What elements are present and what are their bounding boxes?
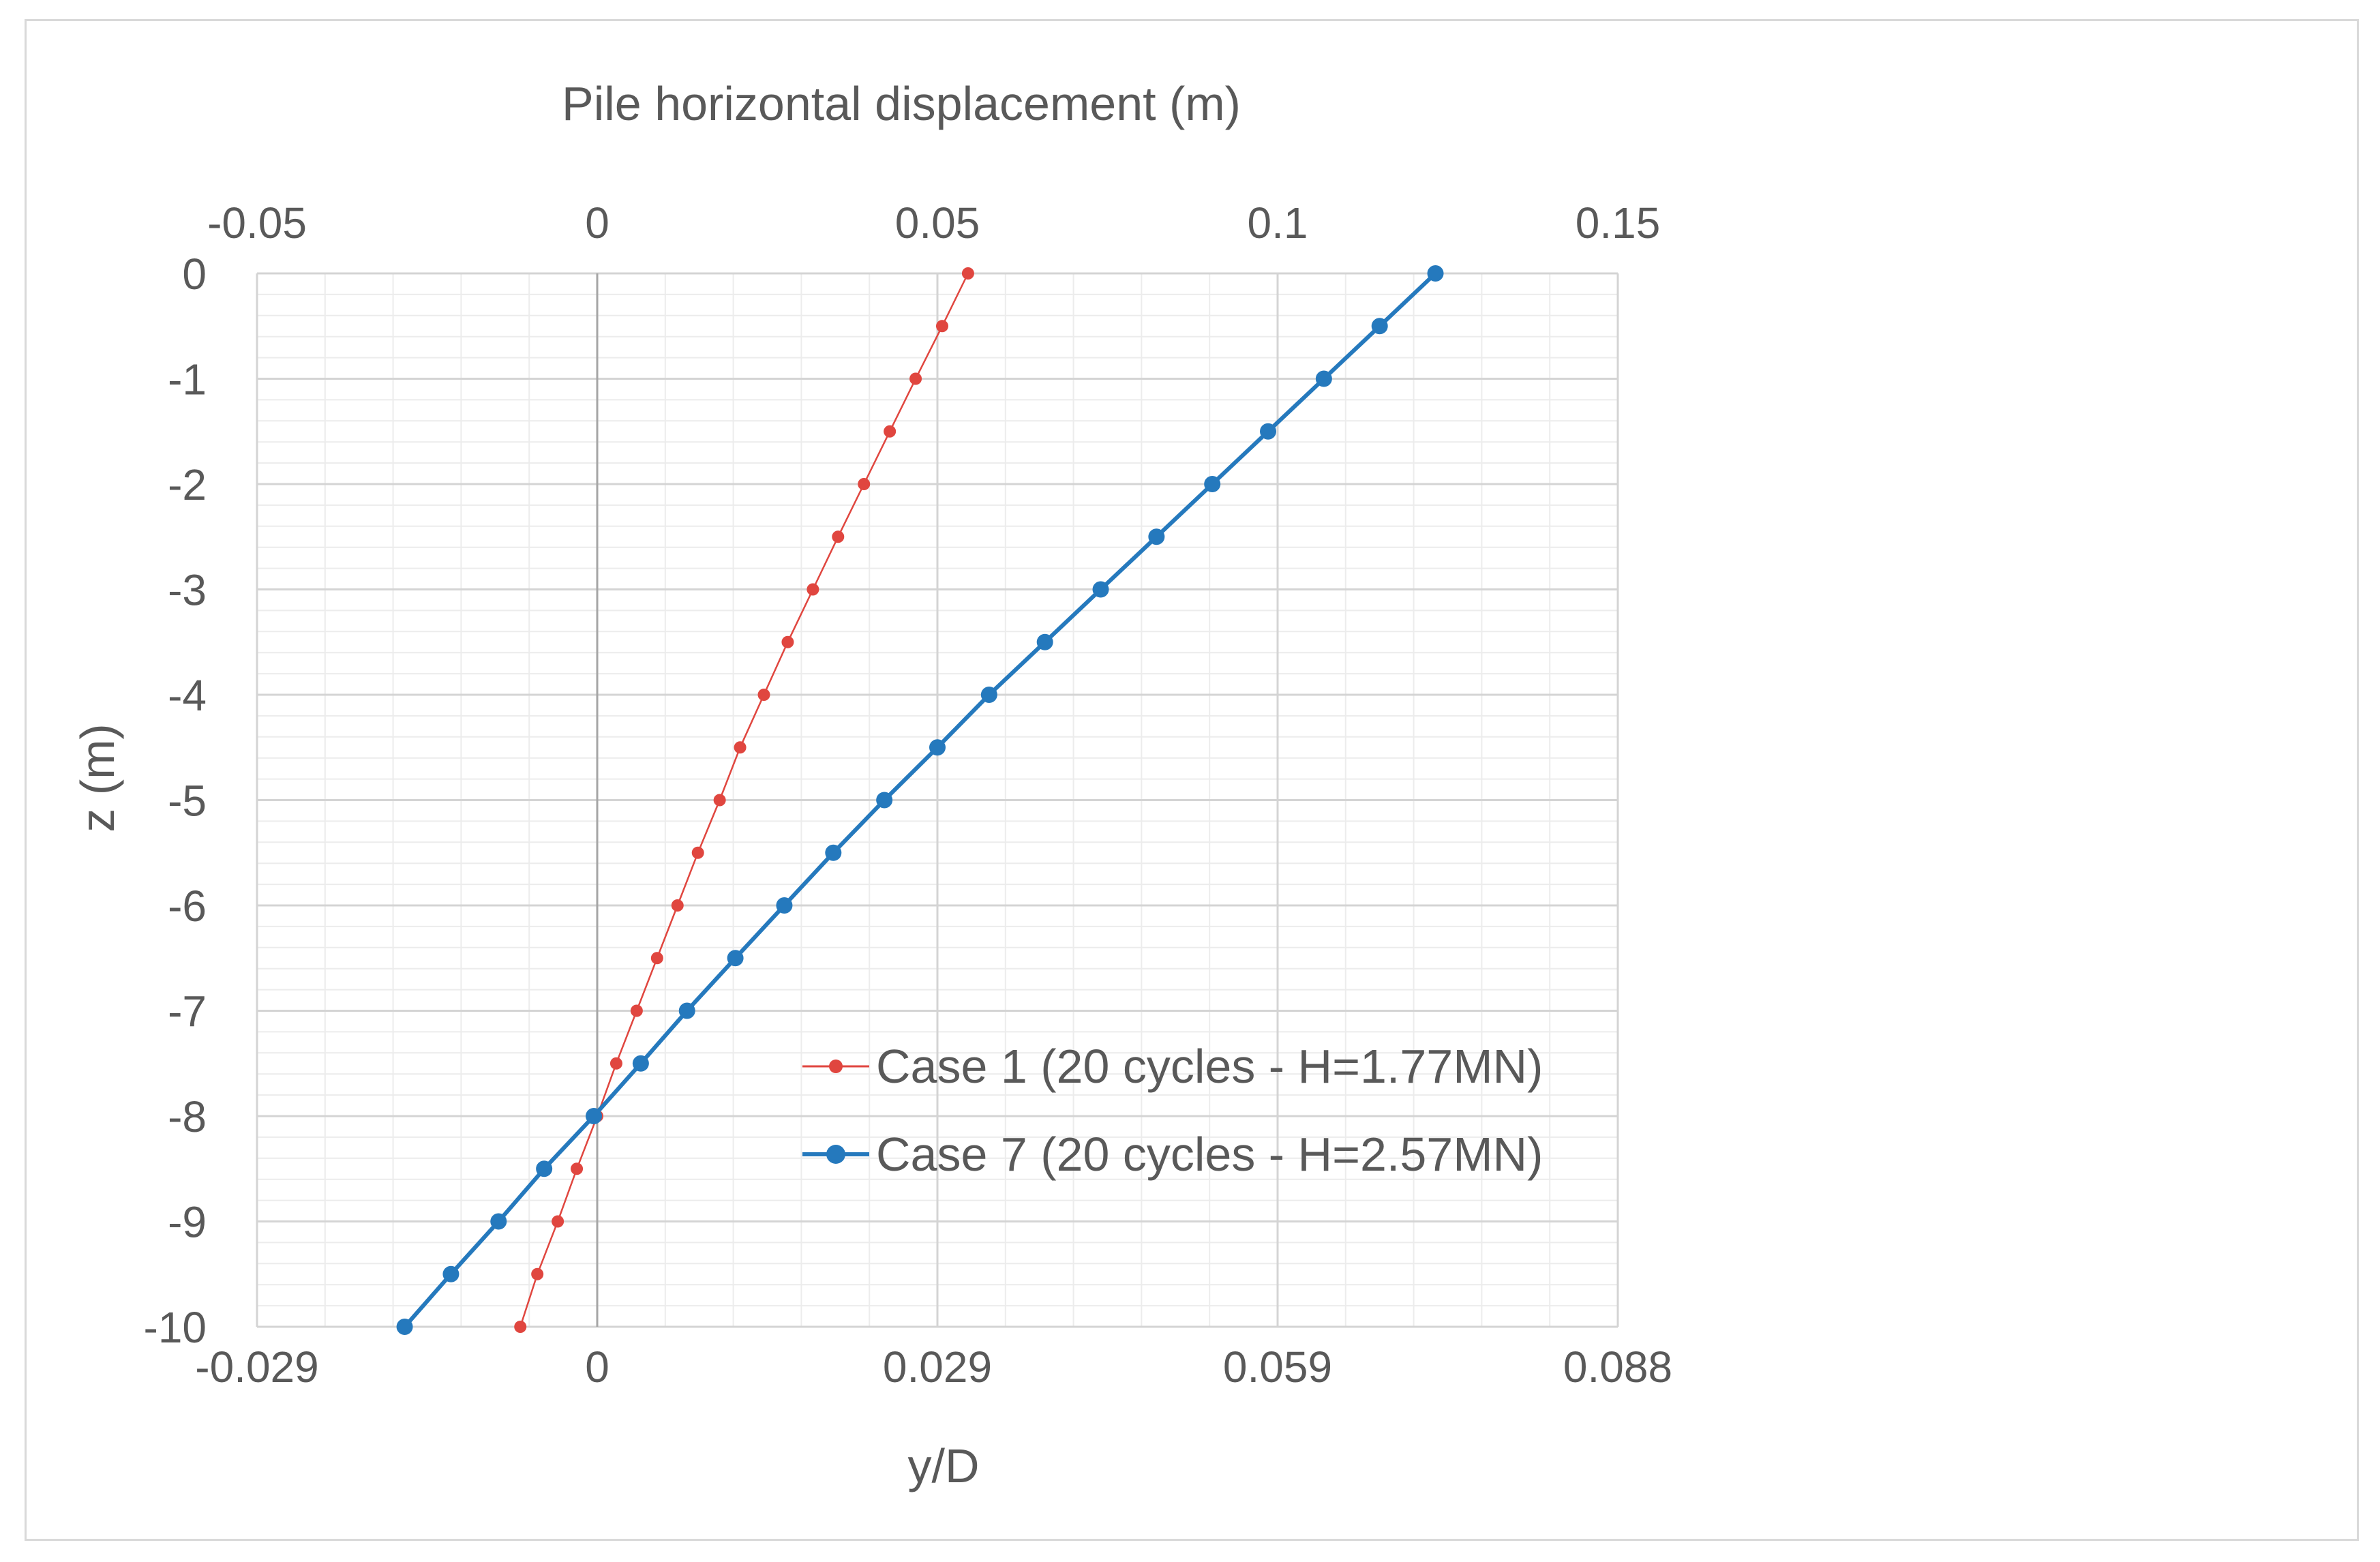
bottom-axis-title: y/D: [908, 1439, 980, 1492]
data-point-series-2-18: [490, 1213, 507, 1230]
data-point-series-1-13: [650, 952, 663, 965]
major-gridlines: [256, 272, 1619, 1328]
bottom-axis-tick-label: 0: [585, 1342, 609, 1392]
data-point-series-2-15: [632, 1055, 649, 1072]
data-point-series-2-17: [536, 1160, 553, 1177]
data-point-series-1-19: [531, 1267, 544, 1280]
data-point-series-1-8: [757, 689, 770, 701]
y-axis-tick-label: -8: [168, 1092, 207, 1141]
data-point-series-2-9: [929, 739, 946, 756]
data-point-series-1-10: [713, 794, 726, 807]
data-point-series-1-7: [781, 635, 794, 648]
data-point-series-1-2: [909, 372, 922, 385]
data-point-series-1-11: [691, 846, 704, 859]
top-axis-title: Pile horizontal displacement (m): [562, 77, 1241, 130]
y-axis-tick-label: -5: [168, 777, 207, 826]
chart-frame: -0.05 0 0.05 0.1 0.15 -0.029 0 0.029 0.059 0.088 0…: [25, 19, 2359, 1541]
data-point-series-1-17: [571, 1162, 584, 1175]
chart: -0.05 0 0.05 0.1 0.15-0.029 0 0.029 0.059 0.0880…: [71, 77, 1673, 1492]
data-point-series-1-0: [961, 267, 974, 280]
legend-swatch-case7-marker: [826, 1145, 845, 1164]
y-axis-tick-label: -4: [168, 671, 207, 720]
data-point-series-2-4: [1204, 476, 1221, 492]
data-point-series-2-10: [876, 792, 893, 809]
top-axis-tick-label: 0.15: [1576, 198, 1661, 247]
data-point-series-1-18: [552, 1215, 564, 1228]
data-point-series-2-7: [1036, 633, 1053, 650]
data-point-series-1-1: [935, 320, 948, 333]
data-point-series-2-2: [1315, 370, 1332, 387]
data-point-series-1-6: [807, 583, 819, 596]
data-point-series-1-5: [832, 530, 845, 543]
data-point-series-2-8: [980, 687, 997, 703]
data-point-series-2-16: [586, 1108, 603, 1124]
top-axis-tick-label: 0.05: [895, 198, 980, 247]
y-axis-tick-label: -3: [168, 566, 207, 615]
data-point-series-1-15: [609, 1057, 622, 1070]
data-point-series-2-12: [776, 897, 793, 914]
legend-label-case7: Case 7 (20 cycles - H=2.57MN): [876, 1128, 1543, 1181]
bottom-axis-tick-label: 0.088: [1563, 1342, 1672, 1392]
data-point-series-2-14: [678, 1002, 695, 1019]
top-axis-tick-label: -0.05: [207, 198, 307, 247]
data-point-series-2-3: [1260, 423, 1277, 440]
data-point-series-2-19: [442, 1265, 460, 1282]
top-axis-tick-label: 0.1: [1248, 198, 1308, 247]
y-axis-tick-label: -9: [168, 1198, 207, 1247]
y-axis-tick-label: 0: [182, 250, 207, 299]
data-point-series-2-20: [396, 1319, 413, 1335]
y-axis-tick-label: -2: [168, 460, 207, 509]
data-point-series-2-13: [727, 950, 744, 967]
data-point-series-2-1: [1371, 318, 1388, 335]
data-point-series-2-6: [1092, 581, 1109, 598]
bottom-axis-tick-label: 0.029: [883, 1342, 992, 1392]
y-axis-tick-label: -6: [168, 882, 207, 931]
tick-labels: -0.05 0 0.05 0.1 0.15-0.029 0 0.029 0.059 0.0880…: [144, 198, 1673, 1392]
y-axis-tick-label: -7: [168, 987, 207, 1036]
y-axis-title: z (m): [71, 723, 124, 832]
data-point-series-2-11: [825, 844, 842, 861]
bottom-axis-tick-label: -0.029: [195, 1342, 318, 1392]
data-point-series-1-20: [514, 1321, 527, 1333]
y-axis-tick-label: -1: [168, 355, 207, 404]
data-point-series-2-5: [1148, 528, 1165, 545]
data-point-series-1-9: [734, 741, 747, 754]
legend: Case 1 (20 cycles - H=1.77MN) Case 7 (20…: [802, 1040, 1543, 1181]
series-layer: [396, 265, 1444, 1335]
legend-label-case1: Case 1 (20 cycles - H=1.77MN): [876, 1040, 1543, 1093]
data-point-series-1-4: [858, 478, 871, 490]
data-point-series-1-3: [884, 425, 897, 438]
y-axis-tick-label: -10: [144, 1303, 207, 1352]
legend-swatch-case1-marker: [829, 1060, 843, 1073]
top-axis-tick-label: 0: [585, 198, 609, 247]
data-point-series-1-14: [630, 1004, 643, 1017]
data-point-series-2-0: [1427, 265, 1444, 282]
bottom-axis-tick-label: 0.059: [1223, 1342, 1332, 1392]
data-point-series-1-12: [671, 899, 684, 912]
